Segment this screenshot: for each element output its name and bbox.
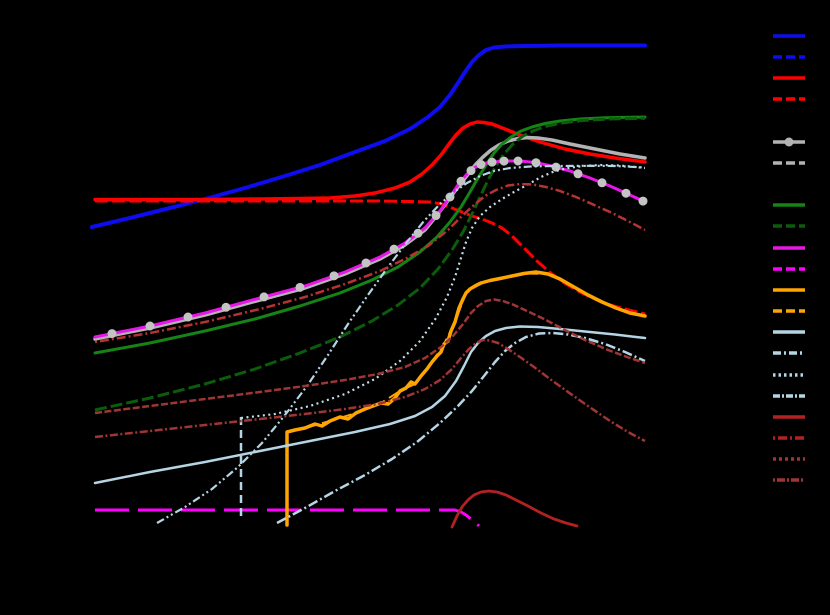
series-lightblue-dashdot	[276, 331, 646, 525]
series-lightblue-dotted	[240, 163, 646, 420]
series-lightblue-dashdotdot	[156, 164, 646, 524]
data-point-marker	[638, 196, 648, 206]
series-red-dashed	[95, 199, 646, 316]
series-firebrick-dashdotdot	[94, 338, 646, 443]
legend-marker-icon	[784, 137, 794, 147]
data-point-marker	[431, 211, 441, 221]
data-point-marker	[329, 271, 339, 281]
series-magenta-solid-with-markers	[93, 159, 647, 339]
data-point-marker	[499, 156, 509, 166]
series-orange-solid	[285, 270, 647, 527]
data-point-marker	[107, 329, 117, 339]
series-green-solid	[93, 115, 647, 355]
data-point-marker	[361, 258, 371, 268]
data-point-marker	[573, 169, 583, 179]
series-firebrick-dashdot	[94, 182, 646, 344]
series-lightblue-solid	[93, 325, 647, 485]
data-point-marker	[466, 166, 476, 176]
data-point-marker	[487, 157, 497, 167]
series-blue-dashed	[91, 44, 645, 229]
series-firebrick-dotted	[94, 298, 646, 415]
data-point-marker	[295, 282, 305, 292]
data-point-marker	[551, 162, 561, 172]
series-firebrick-solid-bump	[450, 489, 579, 529]
series-green-dashed	[94, 116, 646, 412]
series-magenta-dashed-bottom	[95, 508, 481, 528]
data-point-marker	[221, 302, 231, 312]
data-point-marker	[145, 321, 155, 331]
data-point-marker	[183, 312, 193, 322]
data-point-marker	[621, 188, 631, 198]
data-point-marker	[456, 176, 466, 186]
series-red-solid	[93, 120, 647, 202]
data-point-marker	[259, 292, 269, 302]
data-point-marker	[476, 160, 486, 169]
data-point-marker	[389, 244, 399, 254]
data-point-marker	[513, 156, 523, 166]
data-point-marker	[597, 178, 607, 188]
